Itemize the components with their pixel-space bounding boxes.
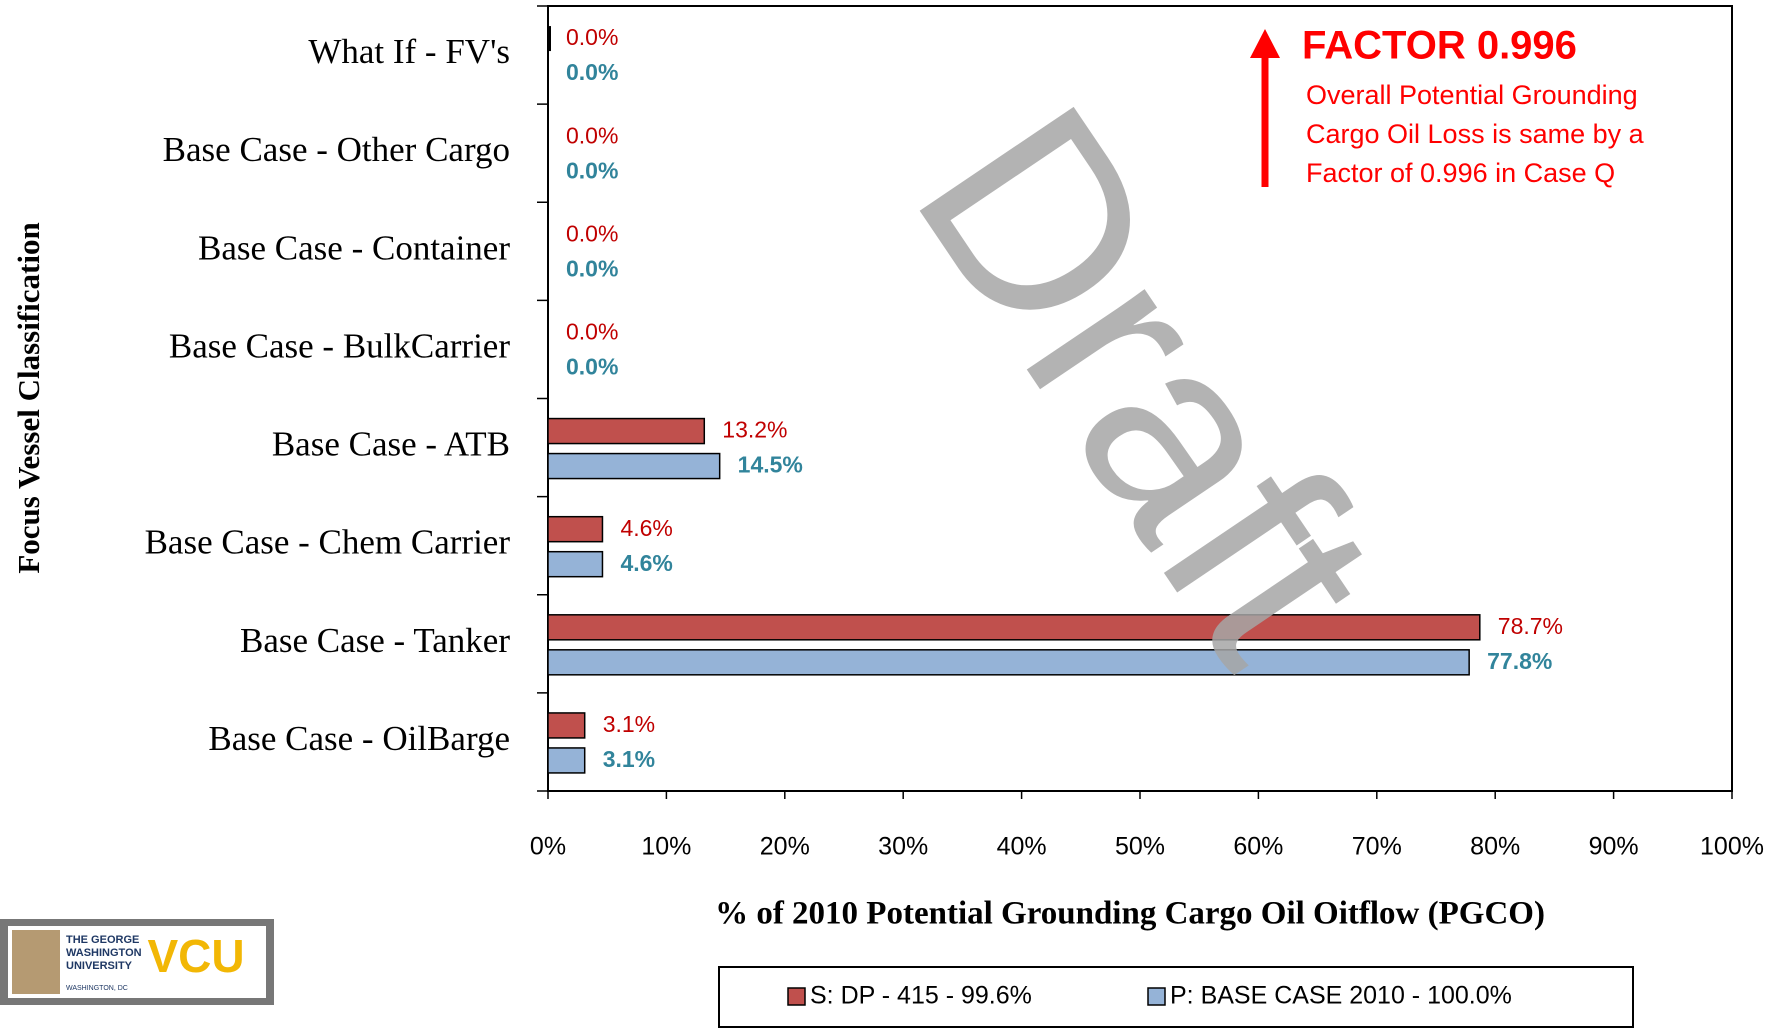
- x-tick-label: 40%: [997, 833, 1047, 861]
- annotation-line: Factor of 0.996 in Case Q: [1306, 158, 1615, 188]
- value-label: 0.0%: [566, 24, 618, 50]
- value-label: 3.1%: [603, 711, 655, 737]
- legend-swatch: [787, 987, 806, 1006]
- x-tick-label: 90%: [1589, 833, 1639, 861]
- logo-text: THE GEORGE: [66, 934, 139, 946]
- value-label: 0.0%: [566, 220, 618, 246]
- logo: THE GEORGE WASHINGTON UNIVERSITY WASHING…: [0, 919, 274, 1005]
- logo-text: WASHINGTON: [66, 947, 142, 959]
- x-tick-label: 10%: [641, 833, 691, 861]
- bar: [547, 747, 586, 774]
- value-label: 0.0%: [566, 354, 618, 380]
- y-axis-title: Focus Vessel Classification: [11, 222, 46, 573]
- value-label: 0.0%: [566, 157, 618, 183]
- legend-swatch: [1147, 987, 1166, 1006]
- y-tick-label: Base Case - BulkCarrier: [169, 326, 510, 365]
- legend-box: [718, 966, 1634, 1028]
- x-tick-label: 50%: [1115, 833, 1165, 861]
- x-tick-label: 30%: [878, 833, 928, 861]
- bar: [547, 712, 586, 739]
- annotation-line: Cargo Oil Loss is same by a: [1306, 119, 1645, 149]
- value-label: 0.0%: [566, 255, 618, 281]
- bar: [547, 550, 604, 578]
- y-tick-label: Base Case - OilBarge: [208, 719, 510, 758]
- annotation-line: Overall Potential Grounding: [1306, 80, 1638, 110]
- x-tick-label: 70%: [1352, 833, 1402, 861]
- y-tick-label: Base Case - Chem Carrier: [145, 523, 511, 562]
- annotation-title: FACTOR 0.996: [1302, 24, 1577, 68]
- arrow-head: [1250, 29, 1280, 58]
- y-tick-label: Base Case - ATB: [272, 425, 510, 464]
- y-tick-label: What If - FV's: [308, 32, 510, 71]
- bar: [547, 417, 706, 445]
- bar: [547, 649, 1470, 676]
- value-label: 0.0%: [566, 59, 618, 85]
- bar: [547, 452, 721, 480]
- x-axis-title: % of 2010 Potential Grounding Cargo Oil …: [715, 896, 1545, 932]
- value-label: 14.5%: [738, 452, 803, 478]
- value-label: 77.8%: [1487, 648, 1552, 674]
- logo-portrait: [12, 930, 60, 994]
- value-label: 78.7%: [1498, 613, 1563, 639]
- y-tick-label: Base Case - Container: [198, 228, 510, 267]
- watermark: Draft: [859, 56, 1436, 710]
- logo-text: WASHINGTON, DC: [66, 985, 128, 992]
- value-label: 4.6%: [620, 515, 672, 541]
- x-tick-label: 60%: [1233, 833, 1283, 861]
- value-label: 0.0%: [566, 122, 618, 148]
- legend-label: S: DP - 415 - 99.6%: [810, 982, 1032, 1010]
- y-tick-label: Base Case - Tanker: [240, 621, 510, 660]
- value-label: 13.2%: [722, 417, 787, 443]
- value-label: 0.0%: [566, 319, 618, 345]
- x-tick-label: 20%: [760, 833, 810, 861]
- logo-vcu: VCU: [147, 930, 244, 982]
- legend-label: P: BASE CASE 2010 - 100.0%: [1170, 982, 1512, 1010]
- x-tick-label: 80%: [1470, 833, 1520, 861]
- y-tick-label: Base Case - Other Cargo: [163, 130, 510, 169]
- x-tick-label: 100%: [1700, 833, 1764, 861]
- value-label: 4.6%: [620, 550, 672, 576]
- bar: [547, 614, 1481, 641]
- bar: [547, 515, 604, 543]
- x-tick-label: 0%: [530, 833, 566, 861]
- value-label: 3.1%: [603, 746, 655, 772]
- logo-text: UNIVERSITY: [66, 960, 133, 972]
